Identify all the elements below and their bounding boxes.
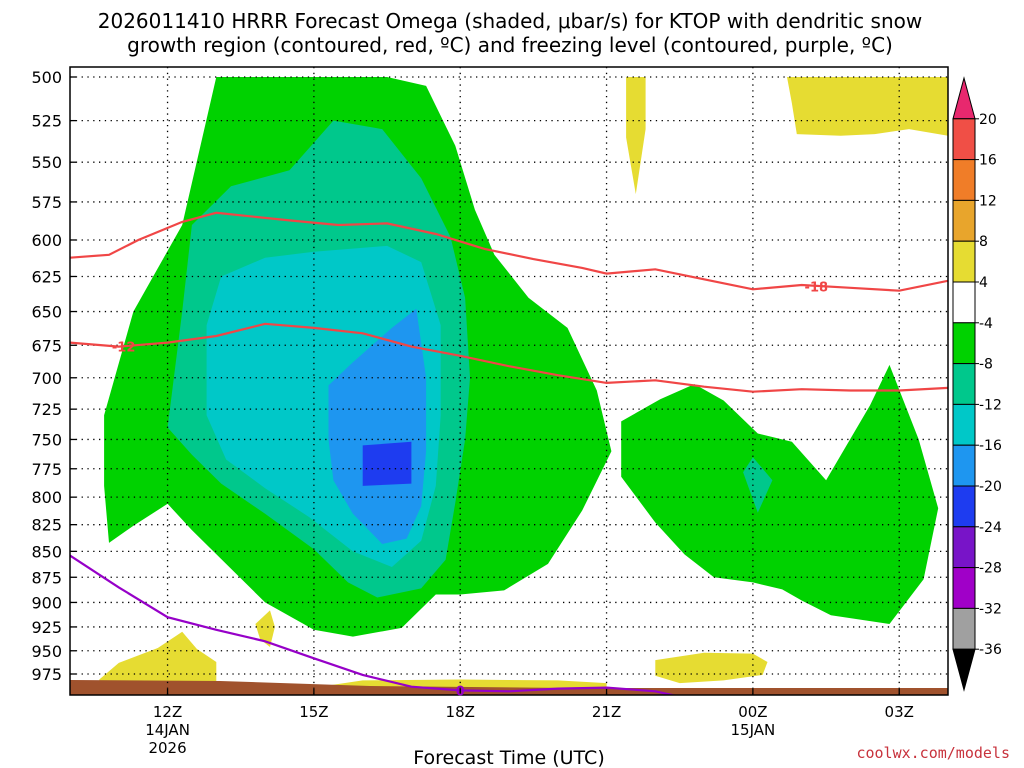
series-line-0 xyxy=(70,211,948,292)
colorbar-label-4: 4 xyxy=(979,275,988,291)
y-tick-label-900: 900 xyxy=(31,593,62,612)
colorbar-swatch-13 xyxy=(952,607,976,650)
colorbar-label-11: -28 xyxy=(979,561,1002,577)
colorbar-swatch-4 xyxy=(952,240,976,283)
y-tick-label-825: 825 xyxy=(31,516,62,535)
x-tick-date-00Z: 15JAN xyxy=(731,721,776,739)
y-tick-label-875: 875 xyxy=(31,568,62,587)
y-tick-label-975: 975 xyxy=(31,665,62,684)
omega-region-10 xyxy=(255,610,275,647)
colorbar-bottom-arrow xyxy=(952,648,976,692)
x-tick-label-18Z: 18Z xyxy=(446,703,475,721)
series-line-1 xyxy=(70,322,948,393)
colorbar-label-0: 20 xyxy=(979,112,997,128)
omega-region-7 xyxy=(626,77,646,195)
colorbar-swatch-5 xyxy=(952,281,976,324)
omega-region-6 xyxy=(362,441,412,486)
y-tick-label-850: 850 xyxy=(31,542,62,561)
y-tick-label-500: 500 xyxy=(31,68,62,87)
omega-region-8 xyxy=(787,77,948,136)
x-tick-label-00Z: 00Z xyxy=(738,703,767,721)
isotherm-lines xyxy=(70,211,948,695)
colorbar-swatch-7 xyxy=(952,363,976,405)
x-axis-label: Forecast Time (UTC) xyxy=(413,747,604,768)
plot-frame xyxy=(69,66,949,696)
colorbar-swatch-3 xyxy=(952,199,976,242)
terrain-fill xyxy=(70,680,948,695)
x-tick-date-12Z: 14JAN xyxy=(145,721,190,739)
omega-region-9 xyxy=(99,631,217,687)
omega-region-3 xyxy=(743,457,773,513)
terrain-layer xyxy=(70,680,948,695)
y-tick-label-700: 700 xyxy=(31,369,62,388)
colorbar-swatch-9 xyxy=(952,444,976,487)
omega-region-1 xyxy=(621,364,939,624)
y-tick-label-800: 800 xyxy=(31,488,62,507)
colorbar-swatch-12 xyxy=(952,567,976,609)
y-tick-label-550: 550 xyxy=(31,153,62,172)
colorbar-label-10: -24 xyxy=(979,520,1002,536)
x-tick-label-03Z: 03Z xyxy=(885,703,914,721)
omega-region-5 xyxy=(328,308,427,544)
y-tick-label-925: 925 xyxy=(31,618,62,637)
contour-label-zero: 0 xyxy=(456,684,465,699)
y-tick-label-950: 950 xyxy=(31,642,62,661)
chart-title-line2: growth region (contoured, red, ºC) and f… xyxy=(127,33,893,57)
colorbar-label-7: -12 xyxy=(979,397,1002,413)
colorbar-swatch-10 xyxy=(952,485,976,528)
colorbar-label-6: -8 xyxy=(979,357,993,373)
colorbar-swatch-1 xyxy=(952,118,976,161)
credit-text: coolwx.com/models xyxy=(856,744,1010,762)
colorbar-label-3: 8 xyxy=(979,234,988,250)
contour-label-minus18: -18 xyxy=(805,280,829,295)
colorbar-label-1: 16 xyxy=(979,153,997,169)
y-tick-label-525: 525 xyxy=(31,112,62,131)
x-tick-year-12Z: 2026 xyxy=(148,739,186,757)
colorbar-label-13: -36 xyxy=(979,642,1002,658)
colorbar-swatch-8 xyxy=(952,403,976,446)
y-tick-label-725: 725 xyxy=(31,400,62,419)
colorbar-label-2: 12 xyxy=(979,193,997,209)
x-tick-label-12Z: 12Z xyxy=(153,703,182,721)
x-tick-label-15Z: 15Z xyxy=(299,703,328,721)
colorbar-swatch-6 xyxy=(952,322,976,365)
colorbar-label-8: -16 xyxy=(979,438,1002,454)
axes: 500 525 550 575 600 625 650 675 700 725 750 775 800 8… xyxy=(31,66,949,757)
y-tick-label-750: 750 xyxy=(31,430,62,449)
y-tick-label-625: 625 xyxy=(31,267,62,286)
colorbar-label-9: -20 xyxy=(979,479,1002,495)
y-tick-label-600: 600 xyxy=(31,231,62,250)
colorbar-label-5: -4 xyxy=(979,316,993,332)
grid-lines xyxy=(70,67,948,695)
omega-region-12 xyxy=(655,652,768,684)
omega-shading xyxy=(99,77,948,693)
contour-label-minus12: -12 xyxy=(112,341,136,356)
y-tick-label-650: 650 xyxy=(31,303,62,322)
colorbar-label-12: -32 xyxy=(979,601,1002,617)
chart-title-line1: 2026011410 HRRR Forecast Omega (shaded, … xyxy=(98,9,922,33)
colorbar-swatch-11 xyxy=(952,526,976,569)
x-tick-label-21Z: 21Z xyxy=(592,703,621,721)
series-line-2 xyxy=(70,554,678,695)
y-tick-label-775: 775 xyxy=(31,460,62,479)
y-tick-label-575: 575 xyxy=(31,193,62,212)
colorbar-swatch-2 xyxy=(952,159,976,201)
colorbar: 20 16 12 8 4 -4 -8 -12 -16 -20 -24 -28 -32 -36 xyxy=(952,76,1002,692)
y-tick-label-675: 675 xyxy=(31,336,62,355)
